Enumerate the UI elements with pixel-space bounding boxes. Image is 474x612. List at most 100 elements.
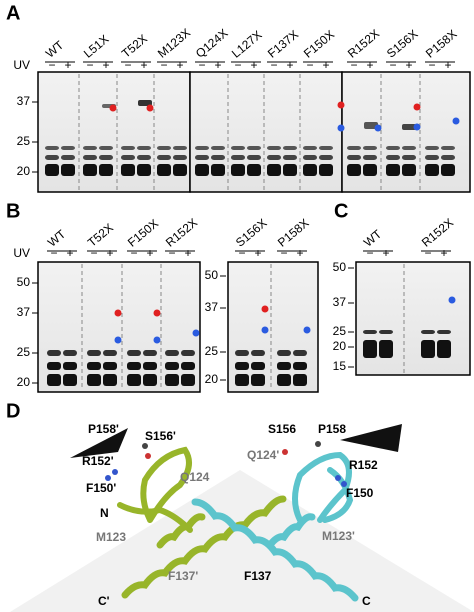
- atom: [315, 441, 321, 447]
- sample-label: R152X: [345, 26, 382, 60]
- sample-label: F137X: [265, 27, 301, 60]
- band: [425, 164, 439, 176]
- band: [247, 155, 261, 160]
- band: [138, 100, 152, 106]
- band: [47, 362, 61, 370]
- blot: [37, 261, 201, 393]
- sample-label: L51X: [81, 32, 111, 61]
- band: [347, 164, 361, 176]
- mw-marker: 20: [205, 372, 219, 386]
- residue-label: Q124: [180, 470, 210, 484]
- residue-label: M123': [322, 529, 355, 543]
- marker-dot: [413, 123, 421, 131]
- sample-label: F150X: [125, 216, 161, 249]
- residue-label: F150: [346, 486, 374, 500]
- marker-dot: [374, 124, 382, 132]
- band: [157, 146, 171, 150]
- marker-dot: [261, 326, 269, 334]
- loop: [117, 502, 193, 533]
- band: [87, 362, 101, 370]
- band: [277, 374, 291, 386]
- residue-label: F137': [168, 569, 198, 583]
- band: [277, 350, 291, 356]
- band: [251, 374, 265, 386]
- uv-plus: +: [64, 58, 71, 72]
- uv-plus: +: [140, 58, 147, 72]
- band: [103, 350, 117, 356]
- band: [61, 146, 75, 150]
- band: [137, 155, 151, 160]
- band: [231, 164, 245, 176]
- uv-plus: +: [366, 58, 373, 72]
- marker-dot: [452, 117, 460, 125]
- band: [87, 374, 101, 386]
- band: [181, 350, 195, 356]
- mw-marker: 20: [333, 339, 347, 353]
- band: [421, 330, 435, 334]
- band: [103, 362, 117, 370]
- band: [121, 155, 135, 160]
- panel-letter: A: [6, 2, 20, 24]
- mw-marker: 50: [17, 275, 31, 289]
- uv-plus: +: [146, 246, 153, 260]
- band: [364, 122, 378, 129]
- band: [211, 164, 225, 176]
- band: [143, 374, 157, 386]
- band: [347, 155, 361, 160]
- marker-dot: [413, 103, 421, 111]
- band: [121, 164, 135, 176]
- uv-minus: −: [90, 246, 97, 260]
- marker-dot: [337, 124, 345, 132]
- uv-minus: −: [168, 246, 175, 260]
- band: [87, 350, 101, 356]
- band: [165, 362, 179, 370]
- residue-label: P158: [318, 422, 346, 436]
- band: [283, 155, 297, 160]
- mw-marker: 20: [17, 164, 31, 178]
- band: [143, 350, 157, 356]
- band: [283, 164, 297, 176]
- loop: [292, 451, 352, 523]
- band: [181, 374, 195, 386]
- uv-plus: +: [250, 58, 257, 72]
- residue-label: M123: [96, 530, 126, 544]
- helix: [156, 513, 206, 549]
- band: [83, 155, 97, 160]
- sample-label: P158X: [423, 27, 460, 61]
- uv-minus: −: [124, 58, 131, 72]
- uv-minus: −: [366, 246, 373, 260]
- mw-marker: 50: [205, 268, 219, 282]
- band: [267, 155, 281, 160]
- sample-label: Q124X: [193, 26, 231, 61]
- uv-plus: +: [254, 246, 261, 260]
- band: [211, 155, 225, 160]
- atom: [112, 469, 118, 475]
- uv-minus: −: [198, 58, 205, 72]
- light-arrow: [70, 428, 128, 458]
- band: [319, 155, 333, 160]
- band: [99, 155, 113, 160]
- atom: [145, 453, 151, 459]
- marker-dot: [153, 309, 161, 317]
- band: [402, 155, 416, 160]
- band: [293, 350, 307, 356]
- marker-dot: [109, 104, 117, 112]
- mw-marker: 15: [333, 359, 347, 373]
- uv-plus: +: [102, 58, 109, 72]
- band: [61, 155, 75, 160]
- band: [127, 350, 141, 356]
- residue-label: S156': [145, 429, 176, 443]
- mw-marker: 37: [205, 300, 219, 314]
- uv-minus: −: [50, 246, 57, 260]
- mw-marker: 25: [17, 134, 31, 148]
- loop: [140, 446, 192, 523]
- marker-dot: [114, 309, 122, 317]
- band: [425, 146, 439, 150]
- band: [247, 146, 261, 150]
- band: [267, 164, 281, 176]
- band: [303, 155, 317, 160]
- band: [63, 374, 77, 386]
- band: [137, 164, 151, 176]
- uv-minus: −: [238, 246, 245, 260]
- band: [441, 164, 455, 176]
